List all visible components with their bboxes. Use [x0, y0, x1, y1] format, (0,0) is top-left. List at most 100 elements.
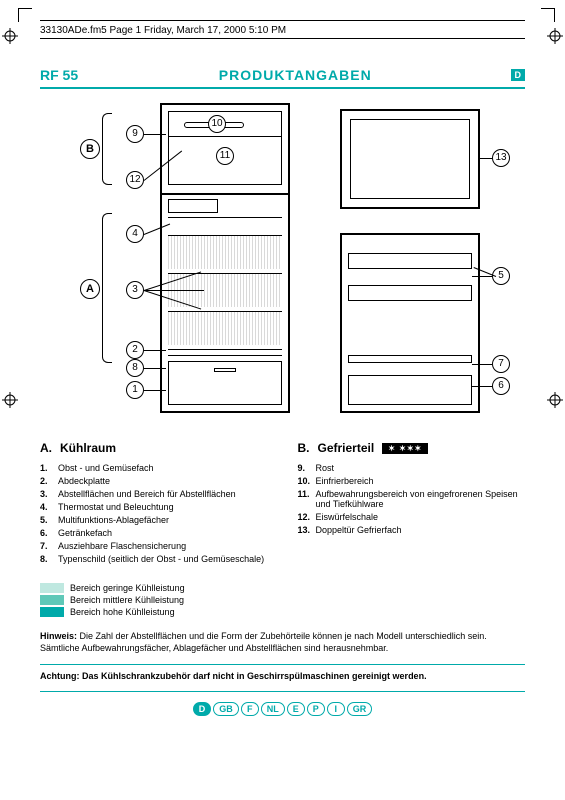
item-text: Thermostat und Beleuchtung [58, 502, 174, 512]
header-text: 33130ADe.fm5 Page 1 Friday, March 17, 20… [40, 23, 525, 38]
item-number: 2. [40, 476, 58, 486]
divider [162, 193, 288, 195]
list-item: 9.Rost [298, 463, 526, 473]
callout-11: 11 [216, 147, 234, 165]
callout-B: B [80, 139, 100, 159]
item-number: 13. [298, 525, 316, 535]
callout-1: 1 [126, 381, 144, 399]
list-item: 1.Obst - und Gemüsefach [40, 463, 268, 473]
shelf-area [168, 235, 282, 269]
legend: Bereich geringe Kühlleistung Bereich mitt… [40, 583, 525, 617]
shelf-line [168, 235, 282, 236]
fridge-door [340, 233, 480, 413]
door-inner [350, 119, 470, 199]
lead [144, 350, 166, 351]
list-item: 12.Eiswürfelschale [298, 512, 526, 522]
lang-pill-NL[interactable]: NL [261, 702, 285, 716]
item-number: 4. [40, 502, 58, 512]
registration-mark [547, 392, 563, 408]
callout-4: 4 [126, 225, 144, 243]
page-title: PRODUKTANGABEN [80, 67, 511, 87]
lang-pill-F[interactable]: F [241, 702, 259, 716]
item-text: Typenschild (seitlich der Obst - und Gem… [58, 554, 264, 564]
callout-3: 3 [126, 281, 144, 299]
item-text: Multifunktions-Ablagefächer [58, 515, 169, 525]
legend-row: Bereich geringe Kühlleistung [40, 583, 525, 593]
section-title: Gefrierteil [318, 441, 375, 455]
lang-pill-P[interactable]: P [307, 702, 325, 716]
list-item: 7.Ausziehbare Flaschensicherung [40, 541, 268, 551]
section-title: Kühlraum [60, 441, 116, 455]
item-text: Eiswürfelschale [316, 512, 379, 522]
lang-pill-GB[interactable]: GB [213, 702, 239, 716]
divider [169, 136, 281, 137]
callout-7: 7 [492, 355, 510, 373]
brace-b [102, 113, 112, 185]
item-number: 8. [40, 554, 58, 564]
legend-row: Bereich mittlere Kühlleistung [40, 595, 525, 605]
brace-a [102, 213, 112, 363]
item-text: Getränkefach [58, 528, 112, 538]
item-number: 11. [298, 489, 316, 509]
item-number: 9. [298, 463, 316, 473]
lang-pill-GR[interactable]: GR [347, 702, 373, 716]
lead [478, 158, 492, 159]
callout-8: 8 [126, 359, 144, 377]
section-letter: A. [40, 441, 52, 455]
callout-2: 2 [126, 341, 144, 359]
door-shelf [348, 253, 472, 269]
list-item: 4.Thermostat und Beleuchtung [40, 502, 268, 512]
lead [144, 368, 166, 369]
legend-row: Bereich hohe Kühlleistung [40, 607, 525, 617]
lead [144, 290, 204, 291]
item-number: 5. [40, 515, 58, 525]
cover-plate [168, 349, 282, 350]
lead [472, 276, 492, 277]
list-item: 10.Einfrierbereich [298, 476, 526, 486]
legend-label: Bereich geringe Kühlleistung [70, 583, 185, 593]
thermostat-box [168, 199, 218, 213]
header-rule [40, 20, 525, 21]
crop-mark [18, 8, 32, 22]
page-content: 33130ADe.fm5 Page 1 Friday, March 17, 20… [40, 20, 525, 716]
list-item: 5.Multifunktions-Ablagefächer [40, 515, 268, 525]
list-item: 8.Typenschild (seitlich der Obst - und G… [40, 554, 268, 564]
product-diagram: A B 1 2 3 4 8 9 12 10 11 13 5 7 6 [40, 103, 525, 423]
registration-mark [547, 28, 563, 44]
callout-9: 9 [126, 125, 144, 143]
item-number: 10. [298, 476, 316, 486]
drawer-handle [214, 368, 236, 372]
item-number: 12. [298, 512, 316, 522]
callout-A: A [80, 279, 100, 299]
shelf-line [168, 273, 282, 274]
item-text: Abdeckplatte [58, 476, 110, 486]
registration-mark [2, 392, 18, 408]
section-letter: B. [298, 441, 310, 455]
lead [472, 386, 492, 387]
door-shelf [348, 285, 472, 301]
bottle-guard [348, 355, 472, 363]
lang-pill-D[interactable]: D [193, 702, 212, 716]
freezer-stars: ✶ ✶✶✶ [382, 443, 428, 454]
list-item: 3.Abstellflächen und Bereich für Abstell… [40, 489, 268, 499]
divider-teal [40, 664, 525, 665]
lead [144, 390, 166, 391]
item-number: 6. [40, 528, 58, 538]
registration-mark [2, 28, 18, 44]
language-selector: DGBFNLEPIGR [40, 702, 525, 716]
item-number: 7. [40, 541, 58, 551]
achtung-text: Achtung: Das Kühlschrankzubehör darf nic… [40, 671, 525, 681]
legend-swatch [40, 595, 64, 605]
freezer-door [340, 109, 480, 209]
item-text: Obst - und Gemüsefach [58, 463, 154, 473]
shelf-area [168, 311, 282, 345]
item-text: Einfrierbereich [316, 476, 374, 486]
item-text: Abstellflächen und Bereich für Abstellfl… [58, 489, 236, 499]
title-row: RF 55 PRODUKTANGABEN D [40, 67, 525, 89]
lang-pill-I[interactable]: I [327, 702, 345, 716]
lead [144, 134, 166, 135]
list-item: 11.Aufbewahrungsbereich von eingefrorene… [298, 489, 526, 509]
legend-label: Bereich hohe Kühlleistung [70, 607, 175, 617]
lang-pill-E[interactable]: E [287, 702, 305, 716]
crop-mark [541, 8, 555, 22]
